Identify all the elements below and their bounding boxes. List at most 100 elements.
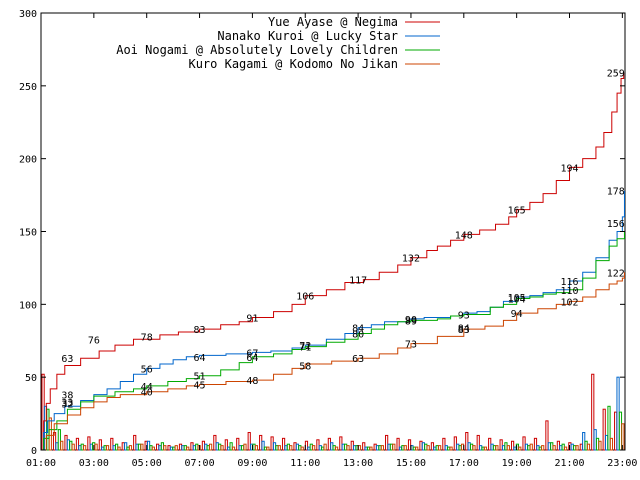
bar-2-14 bbox=[206, 445, 210, 451]
bar-2-31 bbox=[401, 445, 405, 451]
x-tick-label-8: 17:00 bbox=[449, 458, 479, 469]
bar-3-9 bbox=[151, 446, 155, 451]
bar-3-4 bbox=[94, 443, 98, 451]
bar-2-45 bbox=[561, 443, 565, 451]
bar-2-46 bbox=[573, 445, 577, 451]
bar-3-24 bbox=[323, 443, 327, 451]
bar-3-2 bbox=[71, 443, 75, 451]
bar-0-29 bbox=[373, 443, 377, 451]
bar-1-1 bbox=[55, 442, 59, 451]
bar-2-1 bbox=[57, 429, 61, 451]
bar-3-44 bbox=[552, 445, 556, 451]
bar-3-14 bbox=[209, 443, 213, 451]
bar-2-9 bbox=[149, 445, 153, 451]
bar-0-50 bbox=[614, 411, 618, 451]
bar-1-21 bbox=[284, 445, 288, 451]
data-label-1-6: 90 bbox=[405, 315, 417, 326]
bar-3-1 bbox=[60, 440, 64, 451]
bar-0-35 bbox=[442, 437, 446, 451]
bar-2-5 bbox=[103, 445, 107, 451]
data-label-3-10: 122 bbox=[607, 268, 625, 279]
bar-2-6 bbox=[115, 443, 119, 451]
bar-2-7 bbox=[126, 446, 130, 451]
data-label-1-0: 38 bbox=[61, 391, 73, 402]
data-label-0-8: 148 bbox=[455, 230, 473, 241]
data-label-3-0: 32 bbox=[61, 399, 73, 410]
bar-1-36 bbox=[456, 443, 460, 451]
bar-1-2 bbox=[66, 439, 71, 451]
data-label-3-7: 83 bbox=[458, 325, 470, 336]
bar-1-41 bbox=[513, 446, 517, 451]
bar-0-14 bbox=[201, 440, 206, 451]
bar-3-29 bbox=[380, 445, 384, 451]
bar-0-40 bbox=[499, 439, 503, 451]
data-label-1-2: 64 bbox=[194, 353, 206, 364]
bar-1-34 bbox=[433, 446, 437, 451]
bar-2-22 bbox=[298, 445, 302, 451]
bar-2-29 bbox=[378, 445, 382, 451]
bar-0-32 bbox=[407, 439, 412, 451]
bar-1-19 bbox=[261, 440, 265, 451]
bar-3-6 bbox=[117, 446, 121, 451]
bar-1-17 bbox=[238, 445, 242, 451]
bar-2-11 bbox=[172, 446, 176, 451]
bar-0-42 bbox=[522, 436, 526, 451]
bar-2-20 bbox=[275, 445, 279, 451]
bar-2-32 bbox=[412, 446, 416, 451]
bar-2-2 bbox=[69, 440, 73, 451]
data-label-2-0: 33 bbox=[61, 398, 73, 409]
data-label-3-6: 73 bbox=[405, 340, 417, 351]
bar-3-3 bbox=[83, 445, 87, 451]
bar-3-34 bbox=[438, 445, 442, 451]
data-label-3-3: 48 bbox=[246, 376, 258, 387]
bar-0-33 bbox=[419, 440, 423, 451]
bar-0-25 bbox=[327, 437, 331, 451]
series-line-2 bbox=[41, 231, 625, 451]
series-line-0 bbox=[41, 72, 625, 451]
bar-0-30 bbox=[385, 434, 389, 451]
bar-3-49 bbox=[609, 437, 613, 451]
bar-2-34 bbox=[435, 445, 439, 451]
bar-2-37 bbox=[469, 443, 474, 451]
bar-1-26 bbox=[341, 443, 345, 451]
bar-1-4 bbox=[89, 443, 93, 451]
data-label-1-4: 72 bbox=[299, 341, 311, 352]
bar-1-37 bbox=[467, 442, 471, 451]
legend-label-1: Nanako Kuroi @ Lucky Star bbox=[217, 29, 398, 43]
bar-3-20 bbox=[277, 445, 281, 451]
bar-3-11 bbox=[174, 445, 178, 451]
bar-2-49 bbox=[607, 405, 611, 451]
bar-0-3 bbox=[75, 437, 80, 451]
bar-2-36 bbox=[458, 445, 462, 451]
bar-0-12 bbox=[178, 443, 183, 451]
bar-3-40 bbox=[506, 445, 510, 451]
bar-0-28 bbox=[362, 442, 366, 451]
bar-1-31 bbox=[398, 446, 403, 451]
data-label-1-3: 67 bbox=[246, 348, 258, 359]
bar-1-13 bbox=[192, 445, 196, 451]
y-tick-label-3: 150 bbox=[19, 228, 37, 239]
bar-3-5 bbox=[105, 445, 110, 451]
data-label-2-9: 110 bbox=[560, 286, 578, 297]
bar-1-22 bbox=[295, 443, 300, 451]
bar-3-31 bbox=[403, 445, 407, 451]
data-label-2-5: 80 bbox=[352, 329, 364, 340]
bar-2-39 bbox=[492, 445, 497, 451]
ticks-layer: 0 50 100 150 200 250 300 01:00 03:00 05:00 07:00 09… bbox=[19, 9, 637, 469]
data-label-1-5: 84 bbox=[352, 324, 364, 335]
data-label-3-1: 40 bbox=[141, 388, 153, 399]
bar-1-6 bbox=[112, 445, 116, 451]
bar-0-22 bbox=[293, 442, 297, 451]
bar-0-34 bbox=[430, 442, 435, 451]
bar-0-5 bbox=[98, 439, 102, 451]
bar-2-47 bbox=[584, 440, 588, 451]
bar-0-47 bbox=[579, 443, 583, 451]
bar-0-11 bbox=[167, 445, 171, 451]
bar-1-33 bbox=[421, 442, 425, 451]
data-label-0-6: 117 bbox=[349, 276, 367, 287]
bar-2-28 bbox=[366, 446, 371, 451]
data-label-2-6: 89 bbox=[405, 316, 417, 327]
data-label-2-8: 104 bbox=[508, 295, 526, 306]
data-label-1-8: 105 bbox=[508, 293, 526, 304]
bar-0-38 bbox=[476, 434, 480, 451]
